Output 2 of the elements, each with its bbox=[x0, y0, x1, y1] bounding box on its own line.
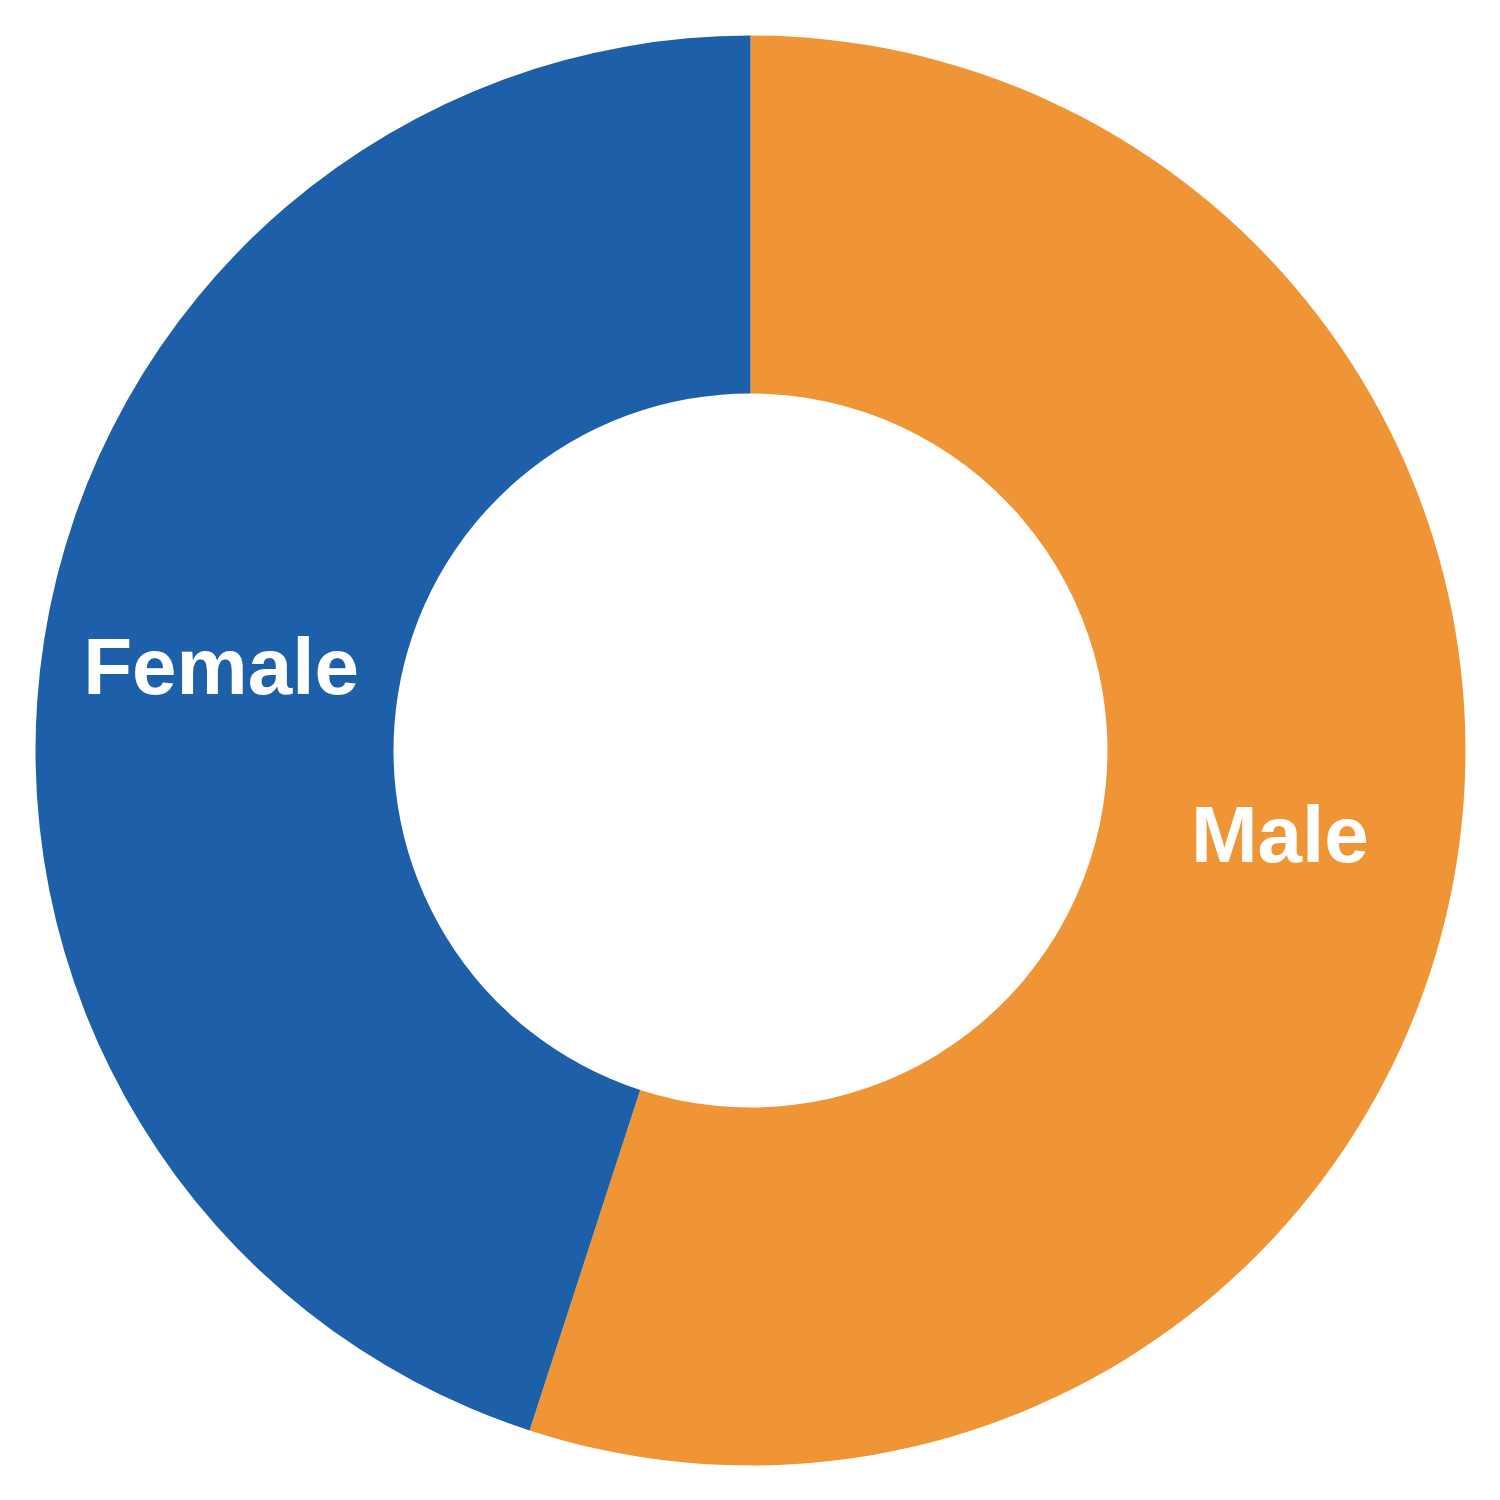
slice-label: Female bbox=[83, 622, 359, 712]
slice-label: Male bbox=[1190, 789, 1369, 879]
